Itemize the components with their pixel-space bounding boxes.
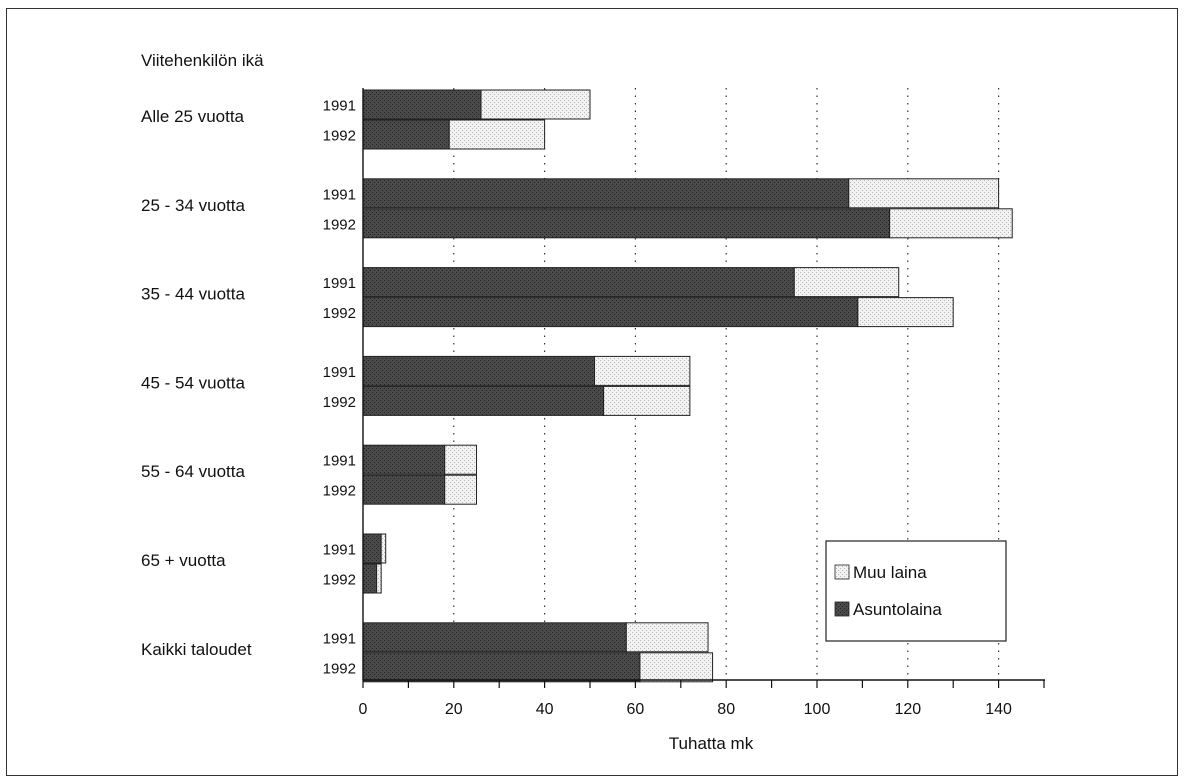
bar-asuntolaina-45-54-vuotta-1992 <box>362 385 605 416</box>
bar-muu-laina-alle-25-vuotta-1992 <box>448 119 546 150</box>
legend-label-muu-laina: Muu laina <box>853 563 927 582</box>
bar-asuntolaina-65-vuotta-1991 <box>362 533 382 564</box>
bar-asuntolaina-35-44-vuotta-1991 <box>362 267 795 298</box>
bar-asuntolaina-25-34-vuotta-1991 <box>362 178 850 209</box>
year-label-1991: 1991 <box>323 364 356 381</box>
x-tick-label-80: 80 <box>717 701 735 718</box>
axes: 0 20 40 60 80 100 120 140 <box>359 88 1045 718</box>
year-label-1992: 1992 <box>323 660 356 677</box>
year-label-1991: 1991 <box>323 630 356 647</box>
bar-muu-laina-alle-25-vuotta-1991 <box>480 89 591 120</box>
bar-asuntolaina-alle-25-vuotta-1991 <box>362 89 482 120</box>
bar-muu-laina-25-34-vuotta-1991 <box>848 178 1000 209</box>
x-tick-label-20: 20 <box>445 701 463 718</box>
bar-muu-laina-kaikki-taloudet-1992 <box>639 652 714 683</box>
bar-asuntolaina-kaikki-taloudet-1992 <box>362 652 641 683</box>
year-label-1992: 1992 <box>323 394 356 411</box>
x-tick-label-0: 0 <box>359 701 368 718</box>
x-tick-label-120: 120 <box>894 701 921 718</box>
category-label-55-64-vuotta: 55 - 64 vuotta <box>141 462 246 481</box>
category-label-65-vuotta: 65 + vuotta <box>141 551 226 570</box>
bar-muu-laina-55-64-vuotta-1991 <box>444 444 478 475</box>
year-label-1991: 1991 <box>323 186 356 203</box>
category-label-45-54-vuotta: 45 - 54 vuotta <box>141 373 246 392</box>
year-label-1992: 1992 <box>323 128 356 145</box>
legend-swatch-muu-laina <box>834 564 850 580</box>
category-label-alle-25-vuotta: Alle 25 vuotta <box>141 107 245 126</box>
year-label-1991: 1991 <box>323 453 356 470</box>
bar-muu-laina-35-44-vuotta-1991 <box>793 267 900 298</box>
bar-asuntolaina-kaikki-taloudet-1991 <box>362 622 627 653</box>
legend-swatch-asuntolaina <box>834 601 850 617</box>
year-label-1992: 1992 <box>323 483 356 500</box>
x-tick-label-40: 40 <box>536 701 554 718</box>
year-label-1991: 1991 <box>323 98 356 115</box>
x-tick-label-140: 140 <box>985 701 1012 718</box>
bar-muu-laina-65-vuotta-1992 <box>376 563 382 594</box>
bar-muu-laina-kaikki-taloudet-1991 <box>625 622 709 653</box>
bar-asuntolaina-65-vuotta-1992 <box>362 563 378 594</box>
bar-asuntolaina-55-64-vuotta-1991 <box>362 444 446 475</box>
chart-title: Viitehenkilön ikä <box>141 51 264 70</box>
bar-muu-laina-55-64-vuotta-1992 <box>444 474 478 505</box>
bar-muu-laina-45-54-vuotta-1992 <box>603 385 691 416</box>
x-axis-label: Tuhatta mk <box>669 734 754 753</box>
bar-asuntolaina-alle-25-vuotta-1992 <box>362 119 450 150</box>
year-label-1991: 1991 <box>323 275 356 292</box>
year-label-1991: 1991 <box>323 542 356 559</box>
bar-asuntolaina-25-34-vuotta-1992 <box>362 208 891 239</box>
bars <box>362 89 1013 683</box>
legend: Muu laina Asuntolaina <box>825 540 1007 642</box>
year-label-1992: 1992 <box>323 305 356 322</box>
bar-asuntolaina-55-64-vuotta-1992 <box>362 474 446 505</box>
year-label-1992: 1992 <box>323 572 356 589</box>
category-label-35-44-vuotta: 35 - 44 vuotta <box>141 285 246 304</box>
bar-muu-laina-25-34-vuotta-1992 <box>889 208 1013 239</box>
x-tick-label-60: 60 <box>627 701 645 718</box>
bar-asuntolaina-45-54-vuotta-1991 <box>362 355 596 386</box>
bar-muu-laina-65-vuotta-1991 <box>380 533 387 564</box>
x-tick-label-100: 100 <box>804 701 831 718</box>
category-label-25-34-vuotta: 25 - 34 vuotta <box>141 196 246 215</box>
category-label-kaikki-taloudet: Kaikki taloudet <box>141 640 252 659</box>
bar-asuntolaina-35-44-vuotta-1992 <box>362 297 859 328</box>
legend-box <box>825 540 1007 642</box>
bar-muu-laina-45-54-vuotta-1991 <box>594 355 691 386</box>
bar-muu-laina-35-44-vuotta-1992 <box>857 297 954 328</box>
category-labels: Alle 25 vuotta 1991 1992 25 - 34 vuotta 1991… <box>141 98 356 678</box>
legend-label-asuntolaina: Asuntolaina <box>853 600 942 619</box>
year-label-1992: 1992 <box>323 216 356 233</box>
